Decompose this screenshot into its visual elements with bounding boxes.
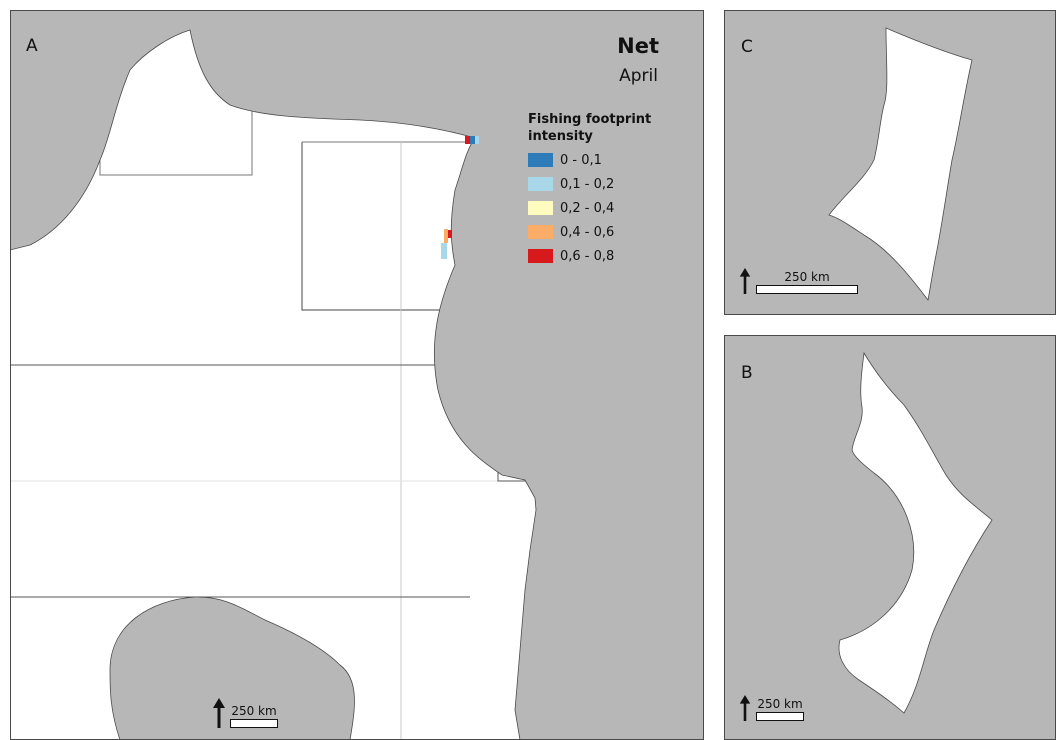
legend-item: 0,6 - 0,8 xyxy=(528,244,698,268)
map-a-canvas xyxy=(10,10,704,740)
panel-letter-b: B xyxy=(741,363,753,383)
map-panel-c: C 250 km xyxy=(724,10,1056,315)
scale-bar-a: 250 km xyxy=(212,698,278,728)
legend-swatch xyxy=(528,177,553,191)
legend-swatch xyxy=(528,225,553,239)
legend-swatch xyxy=(528,153,553,167)
legend-swatch xyxy=(528,201,553,215)
coastline-north-land xyxy=(10,10,704,740)
panel-letter-a: A xyxy=(26,36,38,56)
fishing-cell xyxy=(441,243,447,259)
legend-label: 0,4 - 0,6 xyxy=(560,224,615,240)
map-subtitle: April xyxy=(619,66,658,86)
legend-title: Fishing footprint intensity xyxy=(528,112,652,144)
legend-item: 0 - 0,1 xyxy=(528,148,698,172)
scale-bar-label: 250 km xyxy=(231,704,277,718)
fishing-cell xyxy=(448,230,452,238)
sea-area-c xyxy=(828,27,973,301)
scale-bar-rect xyxy=(756,712,804,721)
fishing-cell xyxy=(475,136,479,144)
scale-bar-label: 250 km xyxy=(757,697,803,711)
legend: Fishing footprint intensity 0 - 0,1 0,1 … xyxy=(528,111,698,268)
scale-bar-rect xyxy=(230,719,278,728)
map-title: Net xyxy=(617,34,659,58)
scale-bar-b: 250 km xyxy=(738,695,804,721)
fishing-cell xyxy=(465,136,470,144)
grid-line xyxy=(497,470,530,482)
fishing-cell xyxy=(444,229,448,243)
map-b-canvas xyxy=(724,335,1056,740)
map-c-canvas xyxy=(724,10,1056,315)
panel-letter-c: C xyxy=(741,37,753,57)
north-arrow-icon xyxy=(213,698,225,728)
scale-bar-label: 250 km xyxy=(784,270,830,284)
fishing-cell xyxy=(470,136,475,144)
legend-item: 0,2 - 0,4 xyxy=(528,196,698,220)
legend-item: 0,4 - 0,6 xyxy=(528,220,698,244)
map-panel-a: A Net April Fishing footprint intensity … xyxy=(10,10,704,740)
scale-bar-c: 250 km xyxy=(738,268,858,294)
fishing-cells xyxy=(441,136,479,259)
legend-item: 0,1 - 0,2 xyxy=(528,172,698,196)
legend-label: 0,6 - 0,8 xyxy=(560,248,615,264)
sea-area-b xyxy=(838,351,993,714)
legend-label: 0,2 - 0,4 xyxy=(560,200,615,216)
north-arrow-icon xyxy=(739,695,751,721)
legend-swatch xyxy=(528,249,553,263)
scale-bar-rect xyxy=(756,285,858,294)
legend-label: 0,1 - 0,2 xyxy=(560,176,615,192)
legend-label: 0 - 0,1 xyxy=(560,152,602,168)
map-panel-b: B 250 km xyxy=(724,335,1056,740)
north-arrow-icon xyxy=(739,268,751,294)
